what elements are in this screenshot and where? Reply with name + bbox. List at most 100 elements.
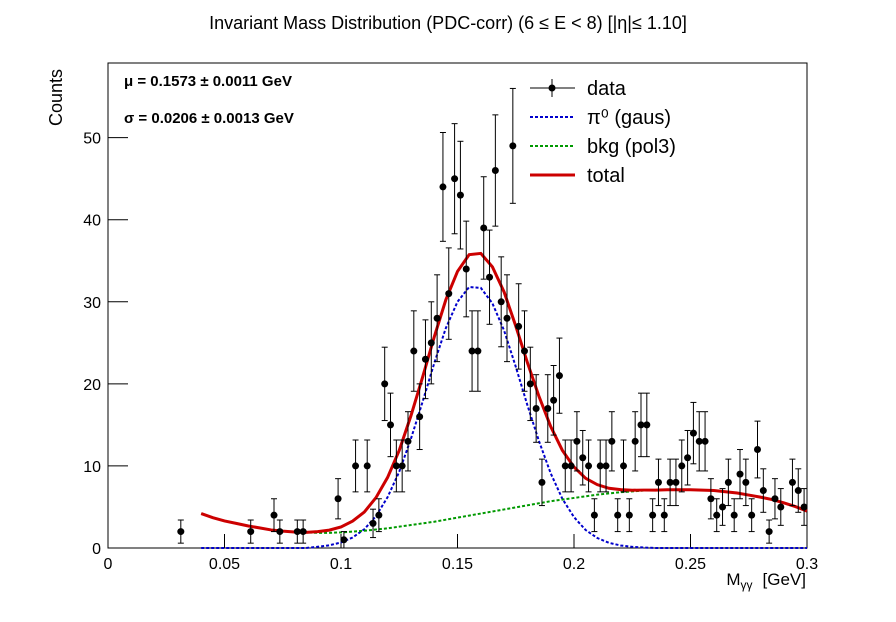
data-point [520,347,528,355]
x-tick-label: 0 [104,556,113,573]
data-point [497,298,505,306]
data-point [719,503,727,511]
data-point [410,347,418,355]
data-point [451,175,459,183]
data-point [701,437,709,445]
data-point [724,478,732,486]
data-point [736,470,744,478]
data-point [800,503,808,511]
data-point [491,167,499,175]
x-tick-label: 0.05 [209,556,240,573]
data-point [486,273,494,281]
data-point [590,511,598,519]
y-tick-label: 40 [83,213,101,230]
data-point [666,478,674,486]
data-point [352,462,360,470]
y-tick-label: 0 [92,541,101,558]
data-point [387,421,395,429]
x-tick-label: 0.2 [563,556,585,573]
x-axis-label: Mγγ [GeV] [726,570,806,592]
data-point [672,478,680,486]
data-point [631,437,639,445]
data-point [579,454,587,462]
x-label-main: M [726,570,740,589]
data-point [596,462,604,470]
data-point [585,462,593,470]
annotation: μ = 0.1573 ± 0.0011 GeV [124,73,292,90]
data-point [567,462,575,470]
data-point [433,314,441,322]
data-point [538,478,546,486]
data-point [620,462,628,470]
data-point [602,462,610,470]
data-point [526,380,534,388]
data-point [654,478,662,486]
data-point [293,528,301,536]
legend-marker [548,84,556,92]
data-point [392,462,400,470]
data-point [369,519,377,527]
data-point [643,421,651,429]
y-tick-label: 50 [83,131,101,148]
data-point [765,528,773,536]
data-point [445,290,453,298]
legend-label: total [587,165,625,187]
data-point [759,487,767,495]
data-point [404,437,412,445]
y-tick-label: 10 [83,459,101,476]
x-tick-label: 0.15 [442,556,473,573]
data-point [177,528,185,536]
y-tick-label: 20 [83,377,101,394]
data-point [398,462,406,470]
data-point [794,487,802,495]
data-point [550,396,558,404]
data-point [340,536,348,544]
annotation: σ = 0.0206 ± 0.0013 GeV [124,110,294,127]
data-point [474,347,482,355]
y-tick-label: 30 [83,295,101,312]
data-point [462,265,470,273]
data-point [678,462,686,470]
data-point [480,224,488,232]
data-point [695,437,703,445]
legend-label: bkg (pol3) [587,136,676,158]
data-point [299,528,307,536]
chart-title: Invariant Mass Distribution (PDC-corr) (… [209,13,687,33]
data-point [544,404,552,412]
data-point [637,421,645,429]
data-point [742,478,750,486]
data-point [503,314,511,322]
data-point [381,380,389,388]
data-point [573,437,581,445]
x-tick-label: 0.1 [330,556,352,573]
data-point [375,511,383,519]
data-point [439,183,447,191]
data-point [788,478,796,486]
data-point [684,454,692,462]
data-point [707,495,715,503]
data-point [515,322,523,330]
x-label-unit: [GeV] [763,570,806,589]
data-point [660,511,668,519]
data-point [625,511,633,519]
data-point [753,446,761,454]
x-tick-label: 0.3 [796,556,818,573]
data-point [276,528,284,536]
fit-curve [201,286,807,549]
data-point [748,511,756,519]
data-point [363,462,371,470]
x-tick-label: 0.25 [675,556,706,573]
data-point [456,191,464,199]
data-point [509,142,517,150]
data-point [608,437,616,445]
data-point [713,511,721,519]
data-point [334,495,342,503]
legend-label: π⁰ (gaus) [587,107,671,129]
data-point [649,511,657,519]
data-point [416,413,424,421]
data-point [427,339,435,347]
legend-label: data [587,78,627,100]
data-point [468,347,476,355]
x-label-sub: γγ [741,578,753,592]
